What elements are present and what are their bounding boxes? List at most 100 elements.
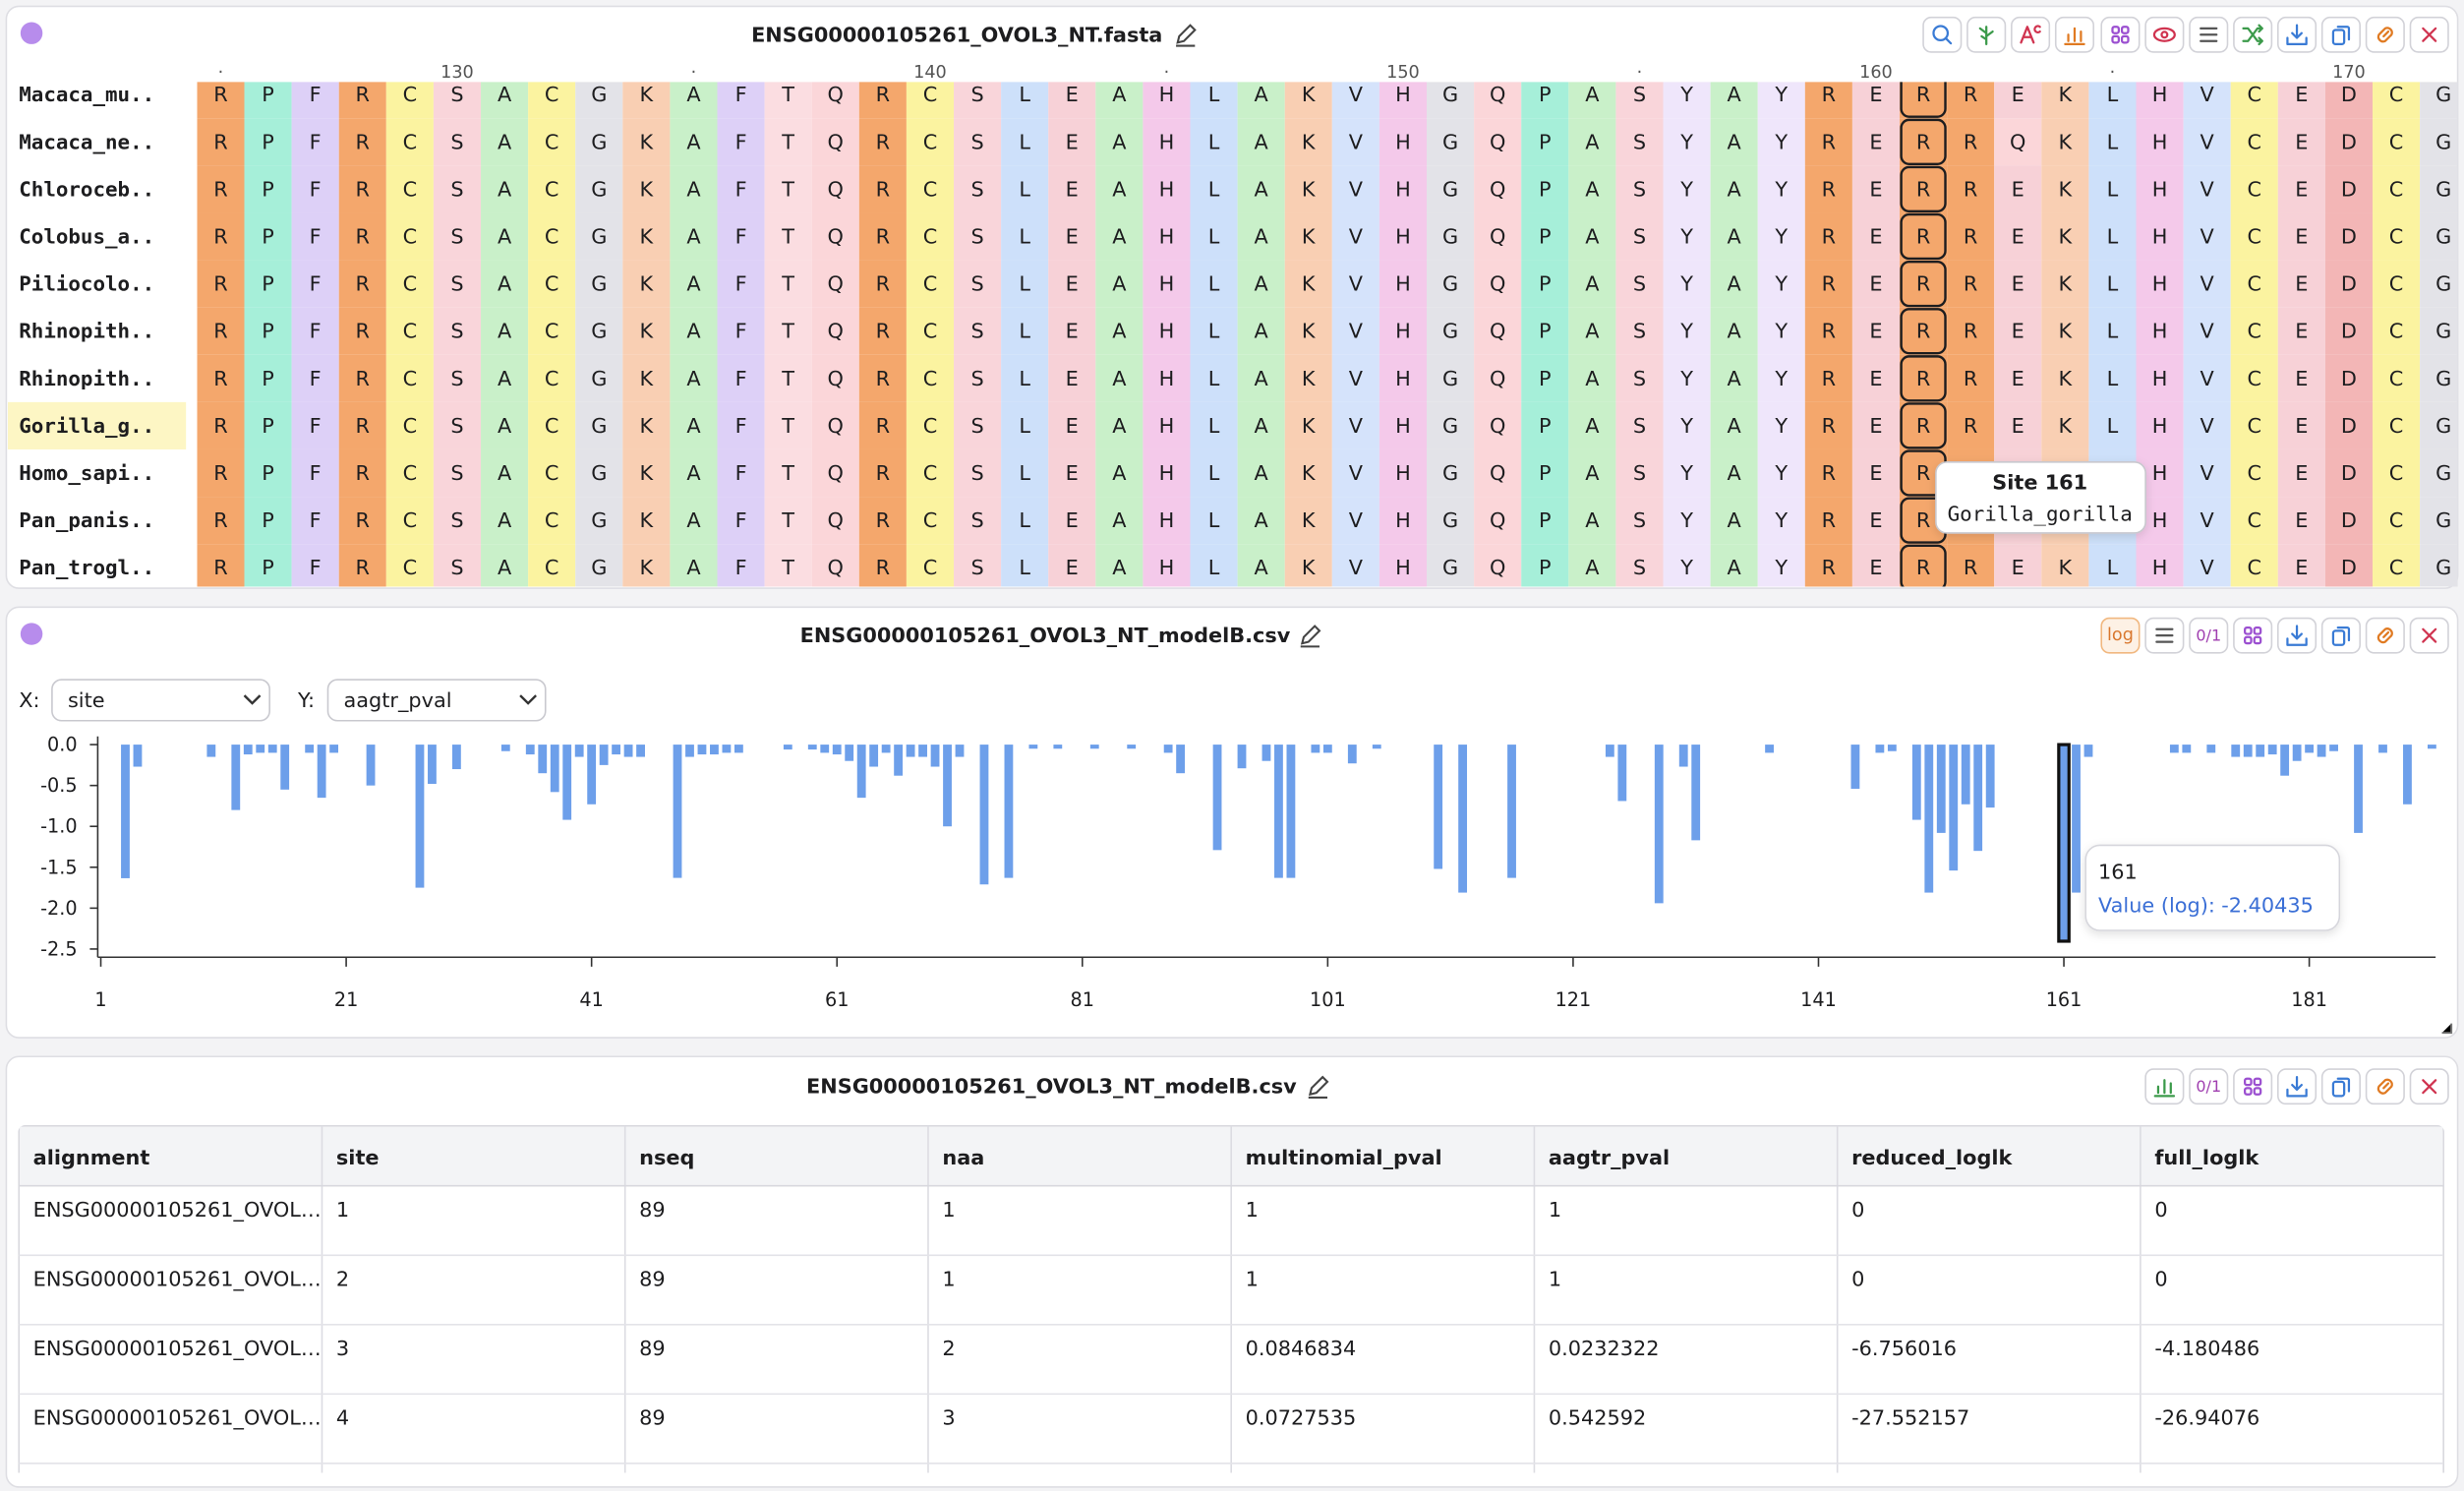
toolbar-button[interactable] bbox=[2144, 16, 2185, 53]
residue-cell[interactable] bbox=[1331, 118, 1379, 166]
residue-cell[interactable] bbox=[481, 354, 529, 402]
bar[interactable] bbox=[673, 745, 682, 878]
residue-cell[interactable] bbox=[764, 497, 812, 545]
bar[interactable] bbox=[2072, 745, 2081, 893]
toolbar-button[interactable] bbox=[2320, 16, 2361, 53]
bar[interactable] bbox=[955, 745, 965, 757]
bar[interactable] bbox=[906, 745, 915, 757]
residue-cell[interactable] bbox=[1190, 165, 1238, 213]
residue-cell[interactable] bbox=[385, 118, 434, 166]
sequence-name[interactable]: Chloroceb.. bbox=[19, 177, 154, 201]
residue-cell[interactable] bbox=[1947, 165, 1995, 213]
residue-cell[interactable] bbox=[717, 401, 765, 449]
residue-cell[interactable] bbox=[954, 307, 1002, 355]
residue-cell[interactable] bbox=[2277, 118, 2325, 166]
residue-cell[interactable] bbox=[1994, 212, 2042, 261]
residue-cell[interactable] bbox=[338, 71, 386, 119]
residue-cell[interactable] bbox=[1521, 212, 1569, 261]
bar[interactable] bbox=[2243, 745, 2253, 757]
residue-cell[interactable] bbox=[1947, 71, 1995, 119]
residue-cell[interactable] bbox=[1474, 212, 1522, 261]
residue-cell[interactable] bbox=[338, 260, 386, 308]
residue-cell[interactable] bbox=[1379, 212, 1428, 261]
residue-cell[interactable] bbox=[385, 544, 434, 591]
bar[interactable] bbox=[2427, 745, 2436, 749]
residue-cell[interactable] bbox=[1757, 354, 1805, 402]
bar[interactable] bbox=[1507, 745, 1516, 878]
toolbar-button[interactable] bbox=[2365, 1068, 2405, 1105]
residue-cell[interactable] bbox=[197, 497, 245, 545]
residue-cell[interactable] bbox=[1947, 260, 1995, 308]
residue-cell[interactable] bbox=[1757, 118, 1805, 166]
residue-cell[interactable] bbox=[481, 71, 529, 119]
residue-cell[interactable] bbox=[1710, 165, 1758, 213]
residue-cell[interactable] bbox=[717, 212, 765, 261]
residue-cell[interactable] bbox=[1947, 354, 1995, 402]
residue-cell[interactable] bbox=[1095, 401, 1144, 449]
residue-cell[interactable] bbox=[481, 212, 529, 261]
residue-cell[interactable] bbox=[385, 448, 434, 498]
residue-cell[interactable] bbox=[1284, 307, 1332, 355]
residue-cell[interactable] bbox=[858, 165, 907, 213]
residue-cell[interactable] bbox=[1568, 497, 1616, 545]
residue-cell[interactable] bbox=[1331, 212, 1379, 261]
column-header[interactable]: nseq bbox=[639, 1146, 694, 1169]
residue-cell[interactable] bbox=[433, 307, 482, 355]
residue-cell[interactable] bbox=[1474, 497, 1522, 545]
residue-cell[interactable] bbox=[1663, 354, 1711, 402]
residue-cell[interactable] bbox=[1947, 212, 1995, 261]
residue-cell[interactable] bbox=[2041, 212, 2089, 261]
residue-cell[interactable] bbox=[528, 260, 576, 308]
residue-cell[interactable] bbox=[2230, 71, 2278, 119]
residue-cell[interactable] bbox=[1663, 448, 1711, 498]
residue-cell[interactable] bbox=[954, 165, 1002, 213]
residue-cell[interactable] bbox=[1757, 260, 1805, 308]
residue-cell[interactable] bbox=[622, 448, 671, 498]
residue-cell[interactable] bbox=[906, 260, 955, 308]
residue-cell[interactable] bbox=[1001, 118, 1049, 166]
residue-cell[interactable] bbox=[764, 260, 812, 308]
residue-cell[interactable] bbox=[1001, 448, 1049, 498]
residue-cell[interactable] bbox=[2136, 212, 2184, 261]
residue-cell[interactable] bbox=[1331, 354, 1379, 402]
residue-cell[interactable] bbox=[811, 260, 859, 308]
residue-cell[interactable] bbox=[1048, 212, 1096, 261]
residue-cell[interactable] bbox=[1048, 260, 1096, 308]
bar[interactable] bbox=[783, 745, 792, 750]
x-select[interactable] bbox=[51, 679, 270, 722]
residue-cell[interactable] bbox=[1143, 260, 1191, 308]
residue-cell[interactable] bbox=[1521, 401, 1569, 449]
bar[interactable] bbox=[1605, 745, 1614, 757]
residue-cell[interactable] bbox=[2324, 260, 2374, 308]
residue-cell[interactable] bbox=[1994, 401, 2042, 449]
residue-cell[interactable] bbox=[1143, 71, 1191, 119]
toolbar-button[interactable] bbox=[2144, 1068, 2185, 1105]
residue-cell[interactable] bbox=[1710, 260, 1758, 308]
residue-cell[interactable] bbox=[1568, 401, 1616, 449]
residue-cell[interactable] bbox=[1757, 497, 1805, 545]
residue-cell[interactable] bbox=[2183, 71, 2231, 119]
sequence-name[interactable]: Macaca_ne.. bbox=[19, 130, 154, 153]
residue-cell[interactable] bbox=[858, 212, 907, 261]
residue-cell[interactable] bbox=[197, 401, 245, 449]
bar[interactable] bbox=[1887, 745, 1897, 751]
residue-cell[interactable] bbox=[2324, 212, 2374, 261]
residue-cell[interactable] bbox=[1851, 118, 1901, 166]
residue-cell[interactable] bbox=[2420, 71, 2464, 119]
toolbar-button[interactable] bbox=[2144, 617, 2185, 654]
residue-cell[interactable] bbox=[858, 260, 907, 308]
sequence-name[interactable]: Gorilla_g.. bbox=[19, 414, 154, 438]
residue-cell[interactable] bbox=[291, 118, 339, 166]
residue-cell[interactable] bbox=[1994, 544, 2042, 591]
residue-cell[interactable] bbox=[2373, 401, 2421, 449]
residue-cell[interactable] bbox=[528, 118, 576, 166]
residue-cell[interactable] bbox=[1994, 165, 2042, 213]
bar[interactable] bbox=[2292, 745, 2302, 761]
residue-cell[interactable] bbox=[2373, 260, 2421, 308]
residue-cell[interactable] bbox=[1048, 118, 1096, 166]
residue-cell[interactable] bbox=[858, 497, 907, 545]
residue-cell[interactable] bbox=[1757, 544, 1805, 591]
residue-cell[interactable] bbox=[2183, 401, 2231, 449]
residue-cell[interactable] bbox=[858, 401, 907, 449]
residue-cell[interactable] bbox=[338, 544, 386, 591]
